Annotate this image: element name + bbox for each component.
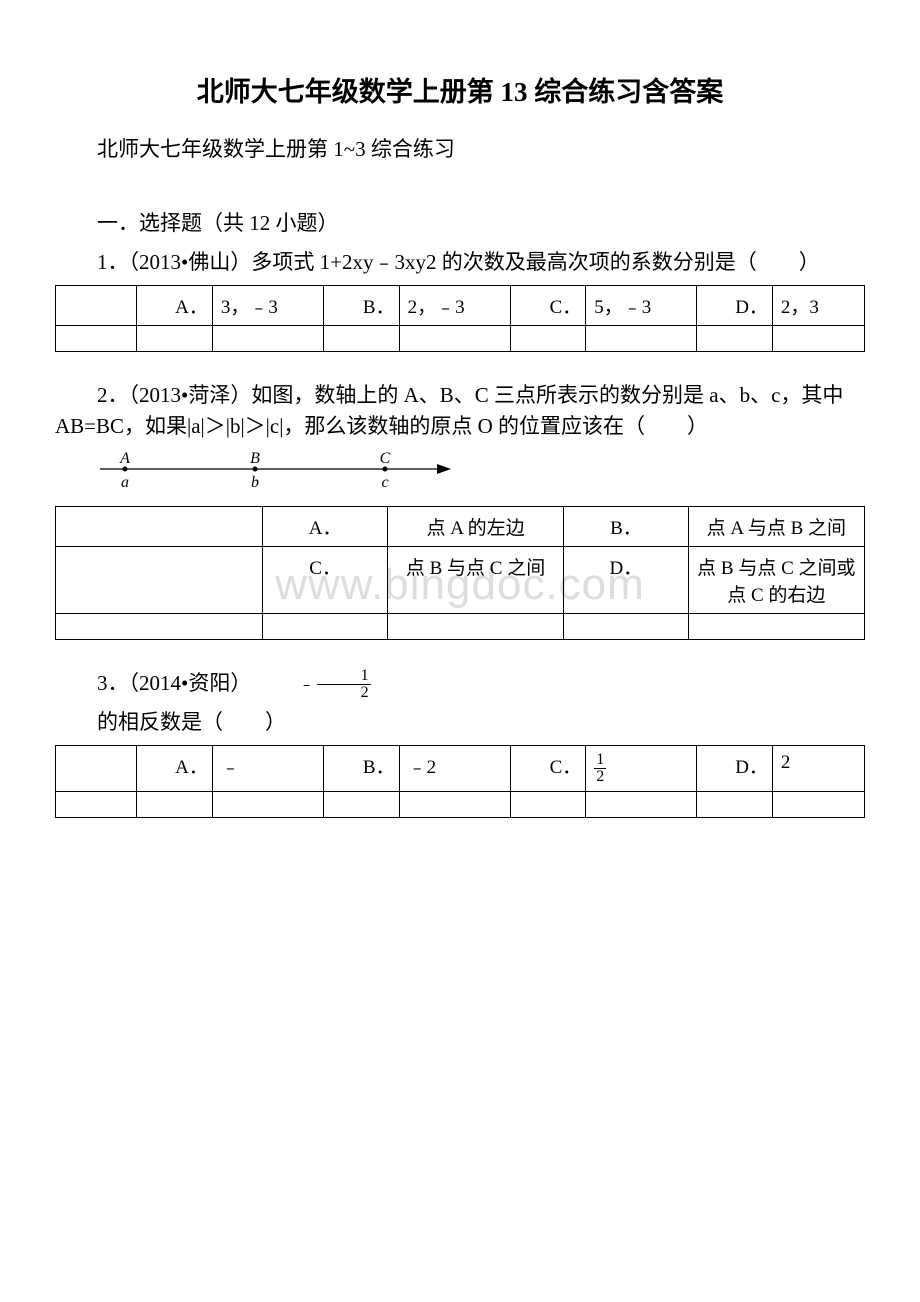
opt-letter: B． [323,285,399,325]
opt-value: 2，﹣3 [399,285,510,325]
opt-value: ﹣ [212,745,323,791]
opt-value: 3，﹣3 [212,285,323,325]
opt-fraction: 12 [594,752,606,785]
opt-letter: D． [697,745,773,791]
svg-text:B: B [250,450,260,467]
frac-num: 1 [317,668,371,685]
svg-text:C: C [380,450,391,467]
table-row: A． 点 A 的左边 B． 点 A 与点 B 之间 [56,506,865,546]
q2-text: 2．（2013•菏泽）如图，数轴上的 A、B、C 三点所表示的数分别是 a、b、… [55,380,865,443]
opt-letter: C． [263,546,387,613]
svg-text:A: A [119,450,130,467]
opt-letter: B． [564,506,688,546]
table-row: A． 3，﹣3 B． 2，﹣3 C． 5，﹣3 D． 2，3 [56,285,865,325]
q1-text: 1．（2013•佛山）多项式 1+2xy﹣3xy2 的次数及最高次项的系数分别是… [55,247,865,279]
opt-value: 5，﹣3 [586,285,697,325]
opt-value: 2，3 [772,285,864,325]
q3-fraction: 12 [317,668,371,701]
opt-value: 点 B 与点 C 之间 [387,546,563,613]
q1-options-table: A． 3，﹣3 B． 2，﹣3 C． 5，﹣3 D． 2，3 [55,285,865,352]
opt-value: 点 A 的左边 [387,506,563,546]
q3-prefix: 3．（2014•资阳） [97,671,251,695]
section-heading: 一．选择题（共 12 小题） [55,207,865,237]
opt-value: 2 [772,745,864,791]
opt-letter: A． [137,285,213,325]
table-row: C． 点 B 与点 C 之间 D． 点 B 与点 C 之间或点 C 的右边 [56,546,865,613]
opt-value: 12 [586,745,697,791]
q3-options-table: A． ﹣ B． ﹣2 C． 12 D． 2 [55,745,865,818]
opt-sign: ﹣ [221,757,240,778]
opt-value: ﹣2 [399,745,510,791]
opt-value: 点 A 与点 B 之间 [688,506,864,546]
q2-options-table: A． 点 A 的左边 B． 点 A 与点 B 之间 C． 点 B 与点 C 之间… [55,506,865,640]
opt-plain: 2 [781,752,791,773]
opt-plain: 2 [427,757,437,778]
opt-sign: ﹣ [408,757,427,778]
page-content: 北师大七年级数学上册第 13 综合练习含答案 北师大七年级数学上册第 1~3 综… [55,70,865,818]
opt-value: 点 B 与点 C 之间或点 C 的右边 [688,546,864,613]
opt-letter: D． [564,546,688,613]
svg-text:a: a [121,474,129,491]
blank-cell [56,506,263,546]
table-row: A． ﹣ B． ﹣2 C． 12 D． 2 [56,745,865,791]
opt-letter: B． [323,745,399,791]
svg-text:c: c [381,474,388,491]
svg-text:b: b [251,474,259,491]
frac-den: 2 [317,685,371,701]
table-row [56,613,865,639]
q3-line2: 的相反数是（ ） [55,707,865,739]
blank-cell [56,546,263,613]
opt-letter: C． [510,285,586,325]
opt-letter: D． [697,285,773,325]
table-row [56,791,865,817]
frac-num: 1 [594,752,606,769]
page-title: 北师大七年级数学上册第 13 综合练习含答案 [55,70,865,109]
q3-sign: ﹣ [257,673,315,697]
page-subtitle: 北师大七年级数学上册第 1~3 综合练习 [55,133,865,163]
q2-numberline: Aa Bb Cc [95,449,865,500]
opt-letter: C． [510,745,586,791]
opt-letter: A． [263,506,387,546]
table-row [56,325,865,351]
blank-cell [56,285,137,325]
opt-letter: A． [137,745,213,791]
q3-line1: 3．（2014•资阳） ﹣12 [55,668,865,702]
blank-cell [56,745,137,791]
frac-den: 2 [594,769,606,785]
numberline-svg: Aa Bb Cc [95,449,455,495]
